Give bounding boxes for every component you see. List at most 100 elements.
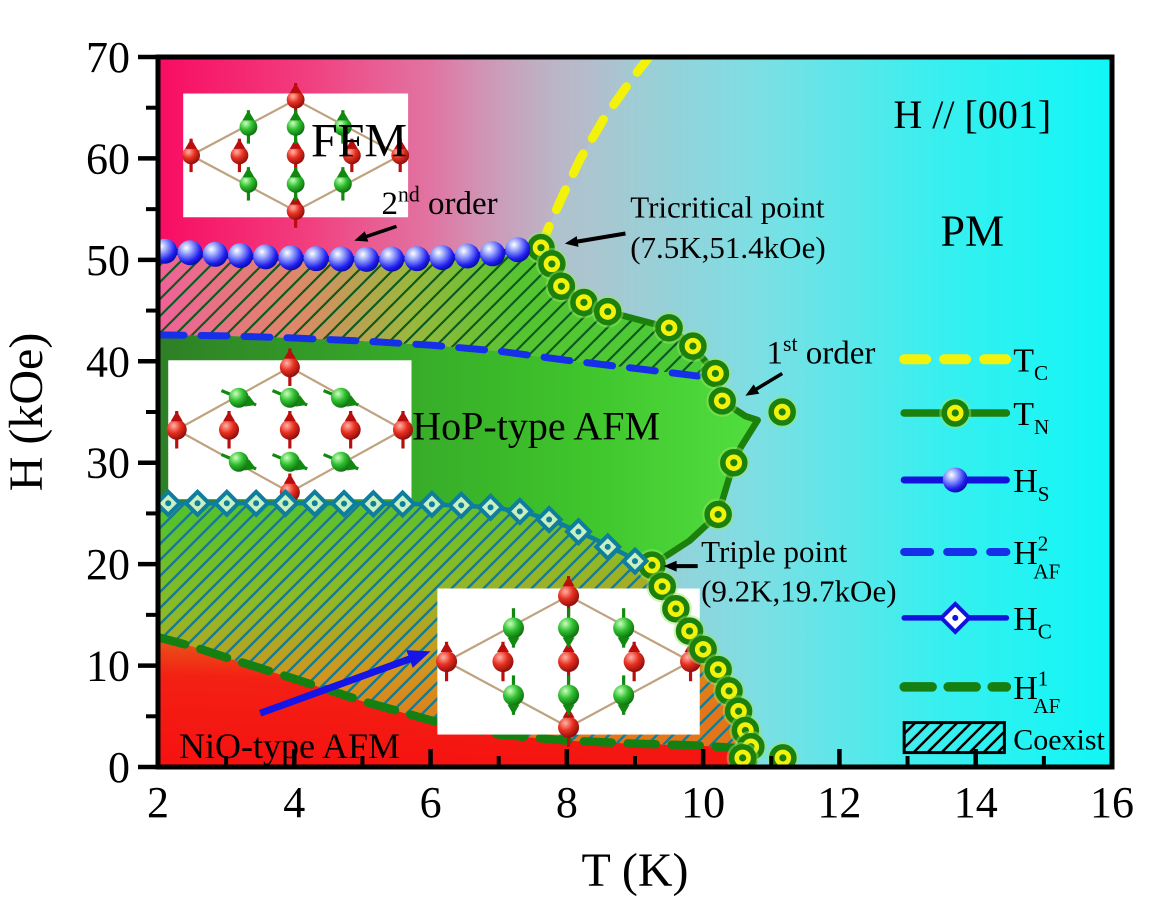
legend-entry-h_s: HS [900, 463, 1049, 506]
hc-marker-dot [516, 508, 523, 515]
legend-label: H1 AF [1013, 666, 1060, 718]
field-direction-text: H // [001] [893, 92, 1051, 137]
hc-marker-dot [282, 500, 289, 507]
region-label-pm-text: PM [941, 207, 1005, 256]
tn-marker-dot [685, 627, 694, 635]
annotation-region-label-hop: HoP-type AFM [412, 403, 660, 448]
legend-label: TN [1013, 396, 1049, 439]
annotation-arrow-head [406, 650, 431, 668]
phase-boundary-t_c [536, 57, 655, 252]
annotation-region-label-pm: PM [941, 207, 1005, 256]
annotation-tricritical-point: Tricritical point (7.5K,51.4kOe) [564, 189, 826, 265]
region-label-ffm-text: FFM [311, 114, 407, 167]
plot-frame [155, 54, 1115, 770]
hc-marker-dot [458, 502, 465, 509]
y-tick-label: 60 [86, 134, 130, 183]
legend-label: H2 AF [1013, 531, 1060, 583]
hs-sphere-marker [379, 246, 405, 272]
x-tick-label: 14 [954, 778, 998, 827]
tn-marker-dot [725, 687, 733, 695]
tn-marker-dot [711, 369, 720, 378]
hs-sphere-marker [480, 241, 506, 267]
hs-sphere-marker [328, 246, 354, 272]
hs-sphere-marker [354, 246, 380, 272]
hs-sphere-marker [158, 238, 178, 264]
tn-marker-dot [557, 282, 566, 290]
legend-label: TC [1013, 342, 1048, 385]
annotation-region-label-ffm: FFM [311, 114, 407, 167]
tn-marker-dot [718, 397, 726, 405]
hc-marker-dot [632, 558, 638, 565]
inset-nio-structure [436, 576, 702, 747]
hs-sphere-marker [404, 246, 430, 272]
y-tick-label: 20 [86, 540, 130, 589]
hs-sphere-marker [429, 245, 455, 271]
tn-marker-dot [537, 244, 545, 252]
hs-sphere-marker [303, 246, 329, 272]
legend-entry-h_c: HC [901, 601, 1052, 644]
triple-point-text-line-1: (9.2K,19.7kOe) [701, 574, 896, 609]
y-tick-label: 0 [108, 743, 130, 792]
region-coexist-upper-hatch-pattern [158, 245, 716, 378]
phase-boundary-h_af1 [158, 632, 749, 753]
legend-entry-h_af2: H2 AF [900, 531, 1060, 583]
hs-sphere-marker [942, 467, 968, 493]
hc-marker-dot [223, 500, 230, 507]
legend-entry-t_c: TC [899, 342, 1048, 385]
legend-label: HC [1013, 601, 1052, 644]
x-tick-label: 4 [283, 778, 305, 827]
tn-marker-dot [604, 307, 612, 316]
hc-marker-dot [428, 501, 435, 508]
x-tick-label: 6 [420, 778, 442, 827]
axes: 0 10 20 30 40 50 60 70 2 4 6 8 10 12 14 16 T (K) H (kOe) [0, 33, 1134, 897]
y-tick-label: 10 [86, 642, 130, 691]
x-tick-label: 12 [817, 778, 861, 827]
inset-ffm-structure [182, 82, 410, 228]
annotation-triple-point: Triple point (9.2K,19.7kOe) [663, 534, 897, 609]
hs-sphere-marker [278, 245, 304, 271]
hc-marker-dot [399, 500, 406, 507]
tn-marker-dot [714, 510, 722, 519]
tn-marker-dot [730, 459, 738, 467]
legend-label: HS [1013, 463, 1049, 506]
x-tick-label: 10 [681, 778, 725, 827]
x-tick-label: 16 [1090, 778, 1134, 827]
inset-hop-structure [166, 348, 413, 512]
tn-marker-dot [714, 666, 722, 674]
markers-h_c [158, 488, 650, 576]
region-label-nio-text: NiO-type AFM [179, 726, 400, 766]
hs-sphere-marker [505, 237, 531, 263]
y-tick-label: 30 [86, 439, 130, 488]
hs-sphere-marker [253, 244, 279, 270]
markers-h_s [158, 237, 531, 272]
hc-marker-dot [575, 528, 582, 535]
coexist-hatch-swatch [902, 721, 1006, 755]
hs-sphere-marker [202, 241, 228, 267]
legend-entry-h_af1: H1 AF [899, 666, 1060, 718]
hc-marker-dot [341, 500, 348, 507]
hc-marker-dot [253, 500, 260, 507]
y-axis-title: H (kOe) [0, 333, 53, 492]
tricritical-point-text-line-0: Tricritical point [630, 189, 825, 224]
tricritical-point-text-line-1: (7.5K,51.4kOe) [630, 230, 825, 265]
tn-marker-dot [672, 605, 680, 613]
tn-marker-dot [658, 582, 666, 591]
order-1st-text: 1st order [767, 332, 876, 372]
hc-marker-dot [194, 500, 201, 507]
tn-marker-dot [580, 298, 588, 307]
annotation-arrow-shaft [259, 652, 420, 717]
tn-marker-dot [665, 324, 673, 332]
hs-sphere-marker [227, 243, 253, 269]
tn-marker-dot [951, 409, 959, 417]
legend: TC TN HS H2 AF HC H1 AF Coexist [899, 342, 1106, 757]
tn-marker-dot [739, 754, 747, 762]
hc-marker-dot [165, 500, 172, 507]
x-tick-label: 2 [147, 778, 169, 827]
triple-point-text-line-0: Triple point [701, 534, 848, 569]
annotation-arrow-head [564, 236, 579, 247]
region-nio [158, 637, 757, 767]
annotation-order-2nd: 2nd order [354, 183, 498, 242]
region-label-hop-text: HoP-type AFM [412, 403, 660, 448]
